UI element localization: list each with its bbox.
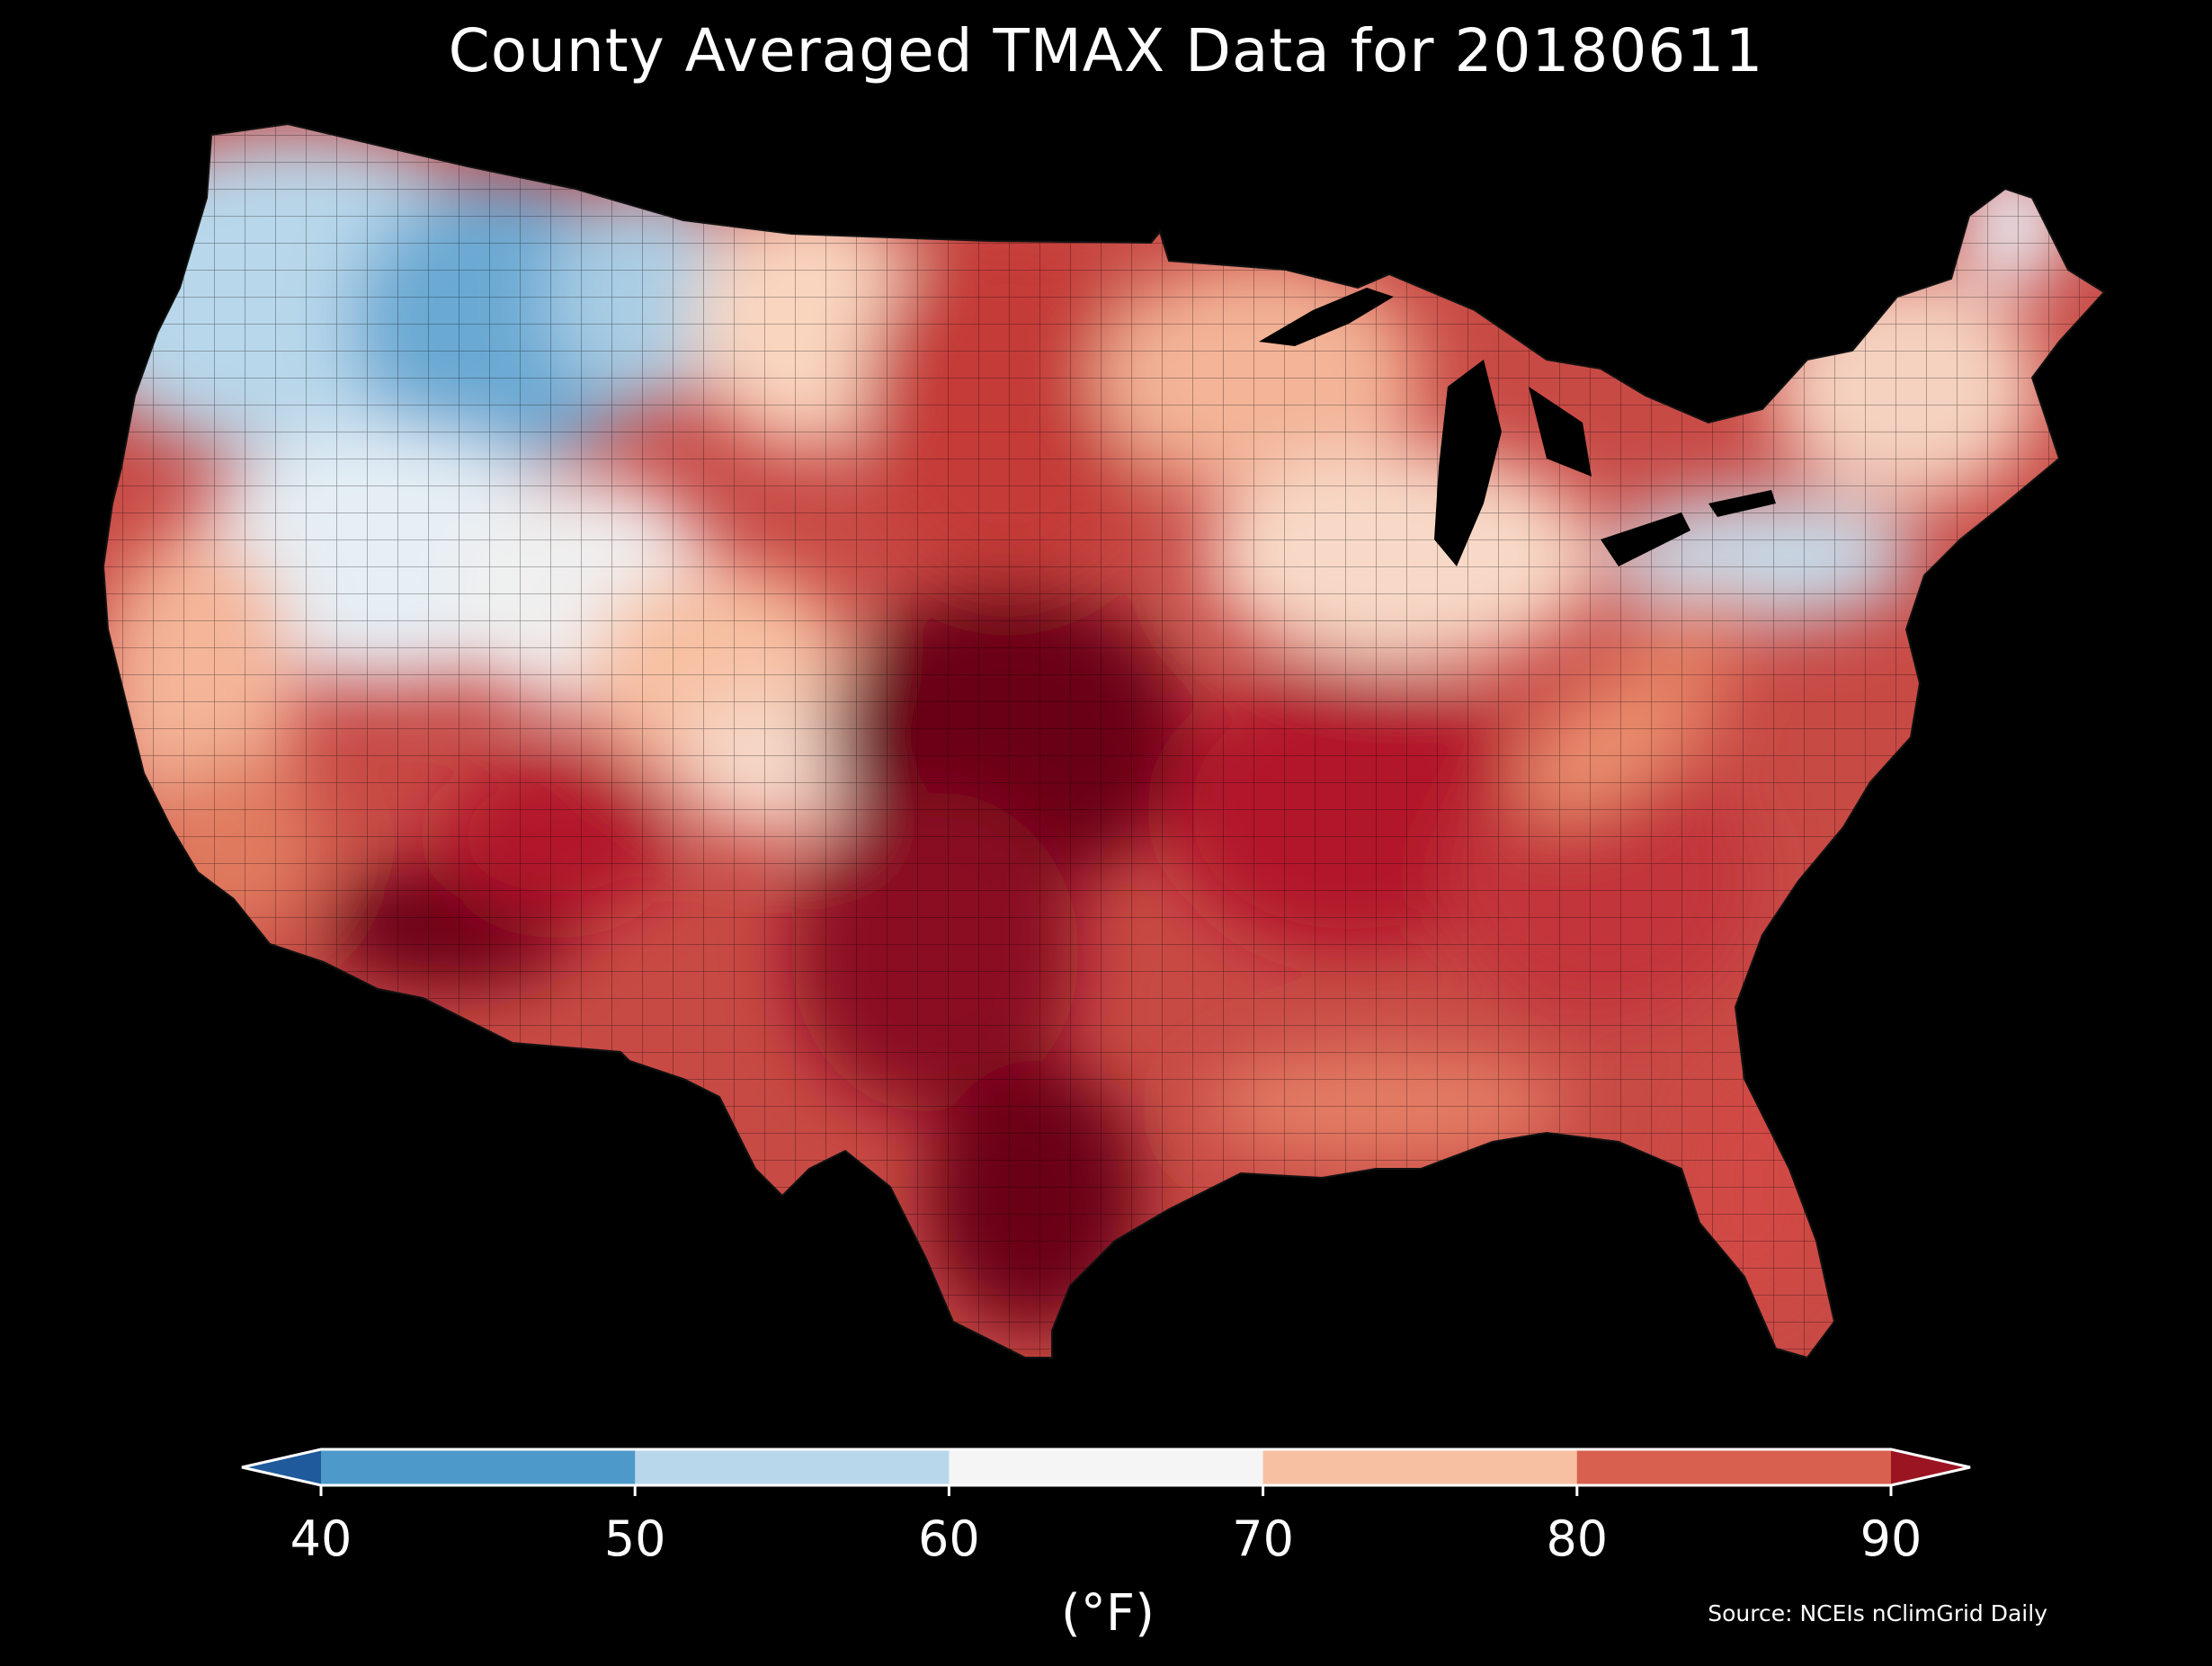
map-title: County Averaged TMAX Data for 20180611	[448, 16, 1764, 85]
colorbar-extend-high	[1891, 1449, 1970, 1485]
colorbar-unit-label: (°F)	[1061, 1584, 1155, 1643]
colorbar-bin-50-60	[635, 1449, 950, 1485]
colorbar-bin-40-50	[321, 1449, 636, 1485]
source-credit: Source: NCEIs nClimGrid Daily	[1708, 1600, 2047, 1626]
colorbar-tick-label: 80	[1546, 1510, 1609, 1567]
us-outline	[102, 122, 2106, 1359]
colorbar-bin-70-80	[1262, 1449, 1578, 1485]
colorbar-tick-label: 70	[1232, 1510, 1294, 1567]
colorbar-tick-label: 40	[290, 1510, 352, 1567]
colorbar-tick-label: 50	[603, 1510, 666, 1567]
colorbar-tick-label: 90	[1860, 1510, 1922, 1567]
colorbar-extend-low	[242, 1449, 321, 1485]
colorbar-bin-60-70	[949, 1449, 1264, 1485]
great-lakes	[1259, 288, 1776, 566]
colorbar-bin-80-90	[1576, 1449, 1892, 1485]
colorbar-tick-label: 60	[918, 1510, 980, 1567]
